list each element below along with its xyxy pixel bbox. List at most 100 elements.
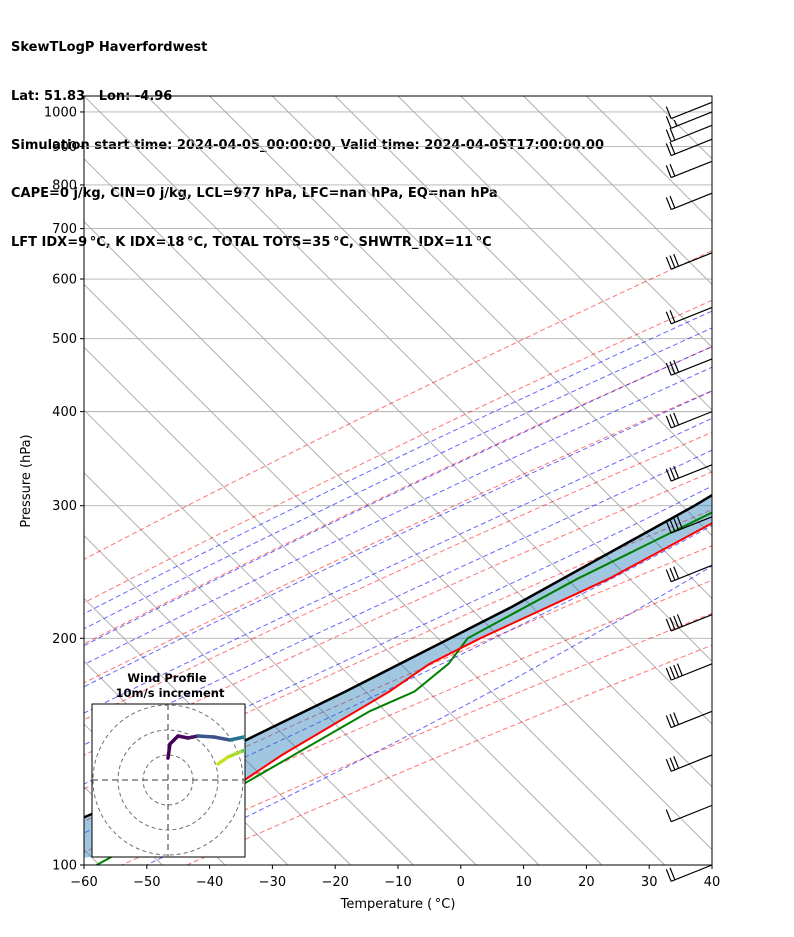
wind-barb [665,564,713,583]
wind-barb-flag [669,414,676,427]
wind-barb-shaft [670,252,713,270]
temperature-profile [118,522,712,857]
wind-barb-flag [669,467,676,480]
wind-barb-flag [669,195,676,209]
isotherm-line [84,472,477,865]
y-tick-label: 500 [52,332,77,347]
wind-barb-shaft [670,663,713,681]
wind-barb [665,101,713,120]
wind-barb-flag [673,465,680,479]
wind-barb-flag [673,412,680,426]
dry-adiabat-line [84,471,712,756]
wind-barb-flag [665,809,672,822]
isotherm-line [523,96,712,286]
wind-barb-flag [665,256,672,270]
wind-barb-flag [665,115,672,129]
wind-barb-flag [669,255,676,268]
wind-barb-flag [665,667,672,681]
isotherm-line [84,409,540,865]
wind-barb [665,754,713,772]
wind-barb-flag [669,666,676,679]
isotherm-line [84,283,665,865]
isotherm-line [775,96,794,865]
y-tick-label: 300 [52,499,77,514]
wind-barb-flag [669,867,676,881]
isotherm-line [209,96,712,600]
wind-barb [665,804,713,823]
x-tick-label: −60 [70,875,97,890]
dewpoint-profile [96,511,712,865]
x-tick-label: 40 [704,875,721,890]
wind-barb-shaft [670,464,713,482]
wind-barb-shaft [670,306,713,325]
wind-profile-inset: Wind Profile 10m/s increment [91,671,246,858]
moist-adiabat-line [84,345,712,647]
header-indices: LFT IDX=9 °C, K IDX=18 °C, TOTAL TOTS=35… [11,234,492,250]
moist-adiabat-line [84,417,712,714]
wind-barb [665,306,713,325]
wind-barb-flag [665,311,672,325]
dry-adiabat-line [84,545,712,822]
wind-barb [665,516,713,534]
wind-barb [665,138,713,157]
x-tick-label: −30 [259,875,286,890]
inset-hodograph [92,704,245,857]
wind-barb [665,663,713,681]
wind-barb [665,124,713,143]
y-tick-label: 200 [52,632,77,647]
hodograph-segment [196,734,216,739]
wind-barb [665,358,713,376]
isotherm-line [586,96,712,223]
header-times: Simulation start time: 2024-04-05_00:00:… [11,137,604,153]
y-tick-label: 900 [52,140,77,155]
y-tick-label: 700 [52,222,77,237]
moist-adiabat-line [84,310,712,615]
wind-barb-flag [665,165,672,178]
dry-adiabat-line [84,390,712,684]
wind-barb-flag [669,361,676,374]
wind-barb-flag [669,617,676,630]
x-tick-label: 20 [578,875,595,890]
wind-barb [665,160,713,179]
hodograph-segment [228,735,245,742]
wind-barb-flag [673,253,680,267]
isotherm-line [146,96,712,662]
wind-barb-flag [673,756,680,769]
wind-barb-shaft [670,564,713,583]
wind-barb-flag [665,106,672,119]
wind-barb [665,864,713,882]
wind-barb-flag [665,197,672,210]
wind-barb-flag [665,569,672,582]
wind-barb-shaft [670,411,713,429]
x-tick-label: 30 [641,875,658,890]
isotherm-line [84,220,712,851]
wind-barb-flag [676,516,683,529]
wind-barb-flag [669,127,676,141]
x-tick-label: −20 [321,875,348,890]
x-tick-label: −10 [384,875,411,890]
moist-adiabat-line [84,524,712,834]
header-cape: CAPE=0 j/kg, CIN=0 j/kg, LCL=977 hPa, LF… [11,186,498,202]
wind-barb [665,614,713,632]
wind-barb-shaft [670,710,713,729]
y-axis-label: Pressure (hPa) [19,434,34,527]
y-tick-label: 400 [52,405,77,420]
chart-header: SkewTLogP Haverfordwest Lat: 51.83 Lon: … [11,8,604,267]
dry-adiabat-line [84,250,712,560]
wind-barb-flag [673,615,680,629]
wind-barb [665,710,713,729]
wind-barb-shaft [670,160,713,179]
isotherm-line [84,96,712,725]
wind-barb [665,411,713,429]
wind-barb-flag [665,129,672,142]
wind-barb-shaft [670,754,713,772]
wind-barb-flag [676,663,683,676]
wind-barb-flag [665,468,672,482]
wind-barb [665,464,713,482]
hodograph-segment [212,735,232,742]
wind-barb-flag [673,712,680,725]
isotherm-line [397,96,712,411]
wind-barb-half-flag [673,119,678,127]
